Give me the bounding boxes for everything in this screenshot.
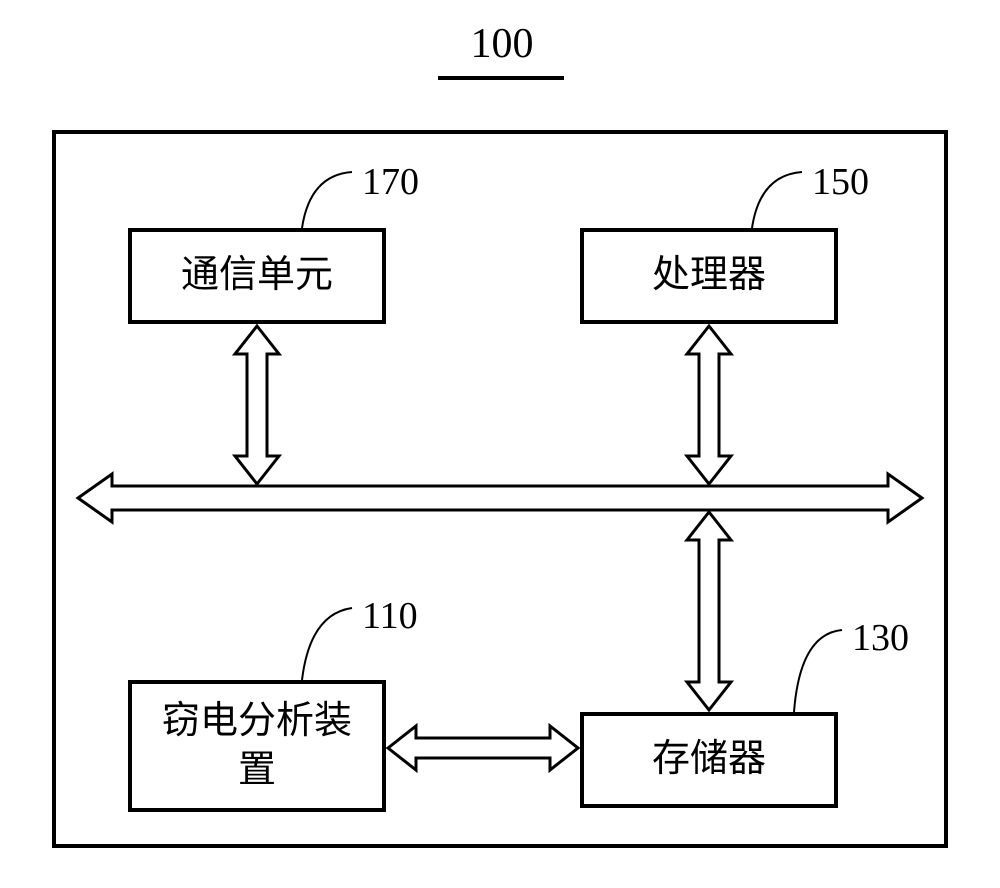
leader-theft_analyzer <box>302 608 352 680</box>
leader-comm_unit <box>302 172 352 228</box>
arrow-analyzer-to-storage <box>388 726 578 770</box>
leader-processor <box>752 172 802 228</box>
leader-storage <box>794 630 842 712</box>
arrow-layer <box>0 0 1000 888</box>
arrow-comm-to-bus <box>235 326 279 484</box>
arrow-storage-to-bus <box>687 512 731 710</box>
diagram-root: 100 通信单元 170 处理器 150 窃电分析装 置 110 存储器 130 <box>0 0 1000 888</box>
arrow-proc-to-bus <box>687 326 731 484</box>
